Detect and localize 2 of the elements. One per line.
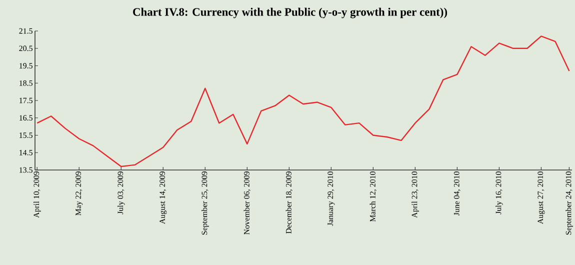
line-series <box>36 36 570 168</box>
chart-title: Chart IV.8: Currency with the Public (y-o-y growth in per cent)) <box>133 8 448 18</box>
